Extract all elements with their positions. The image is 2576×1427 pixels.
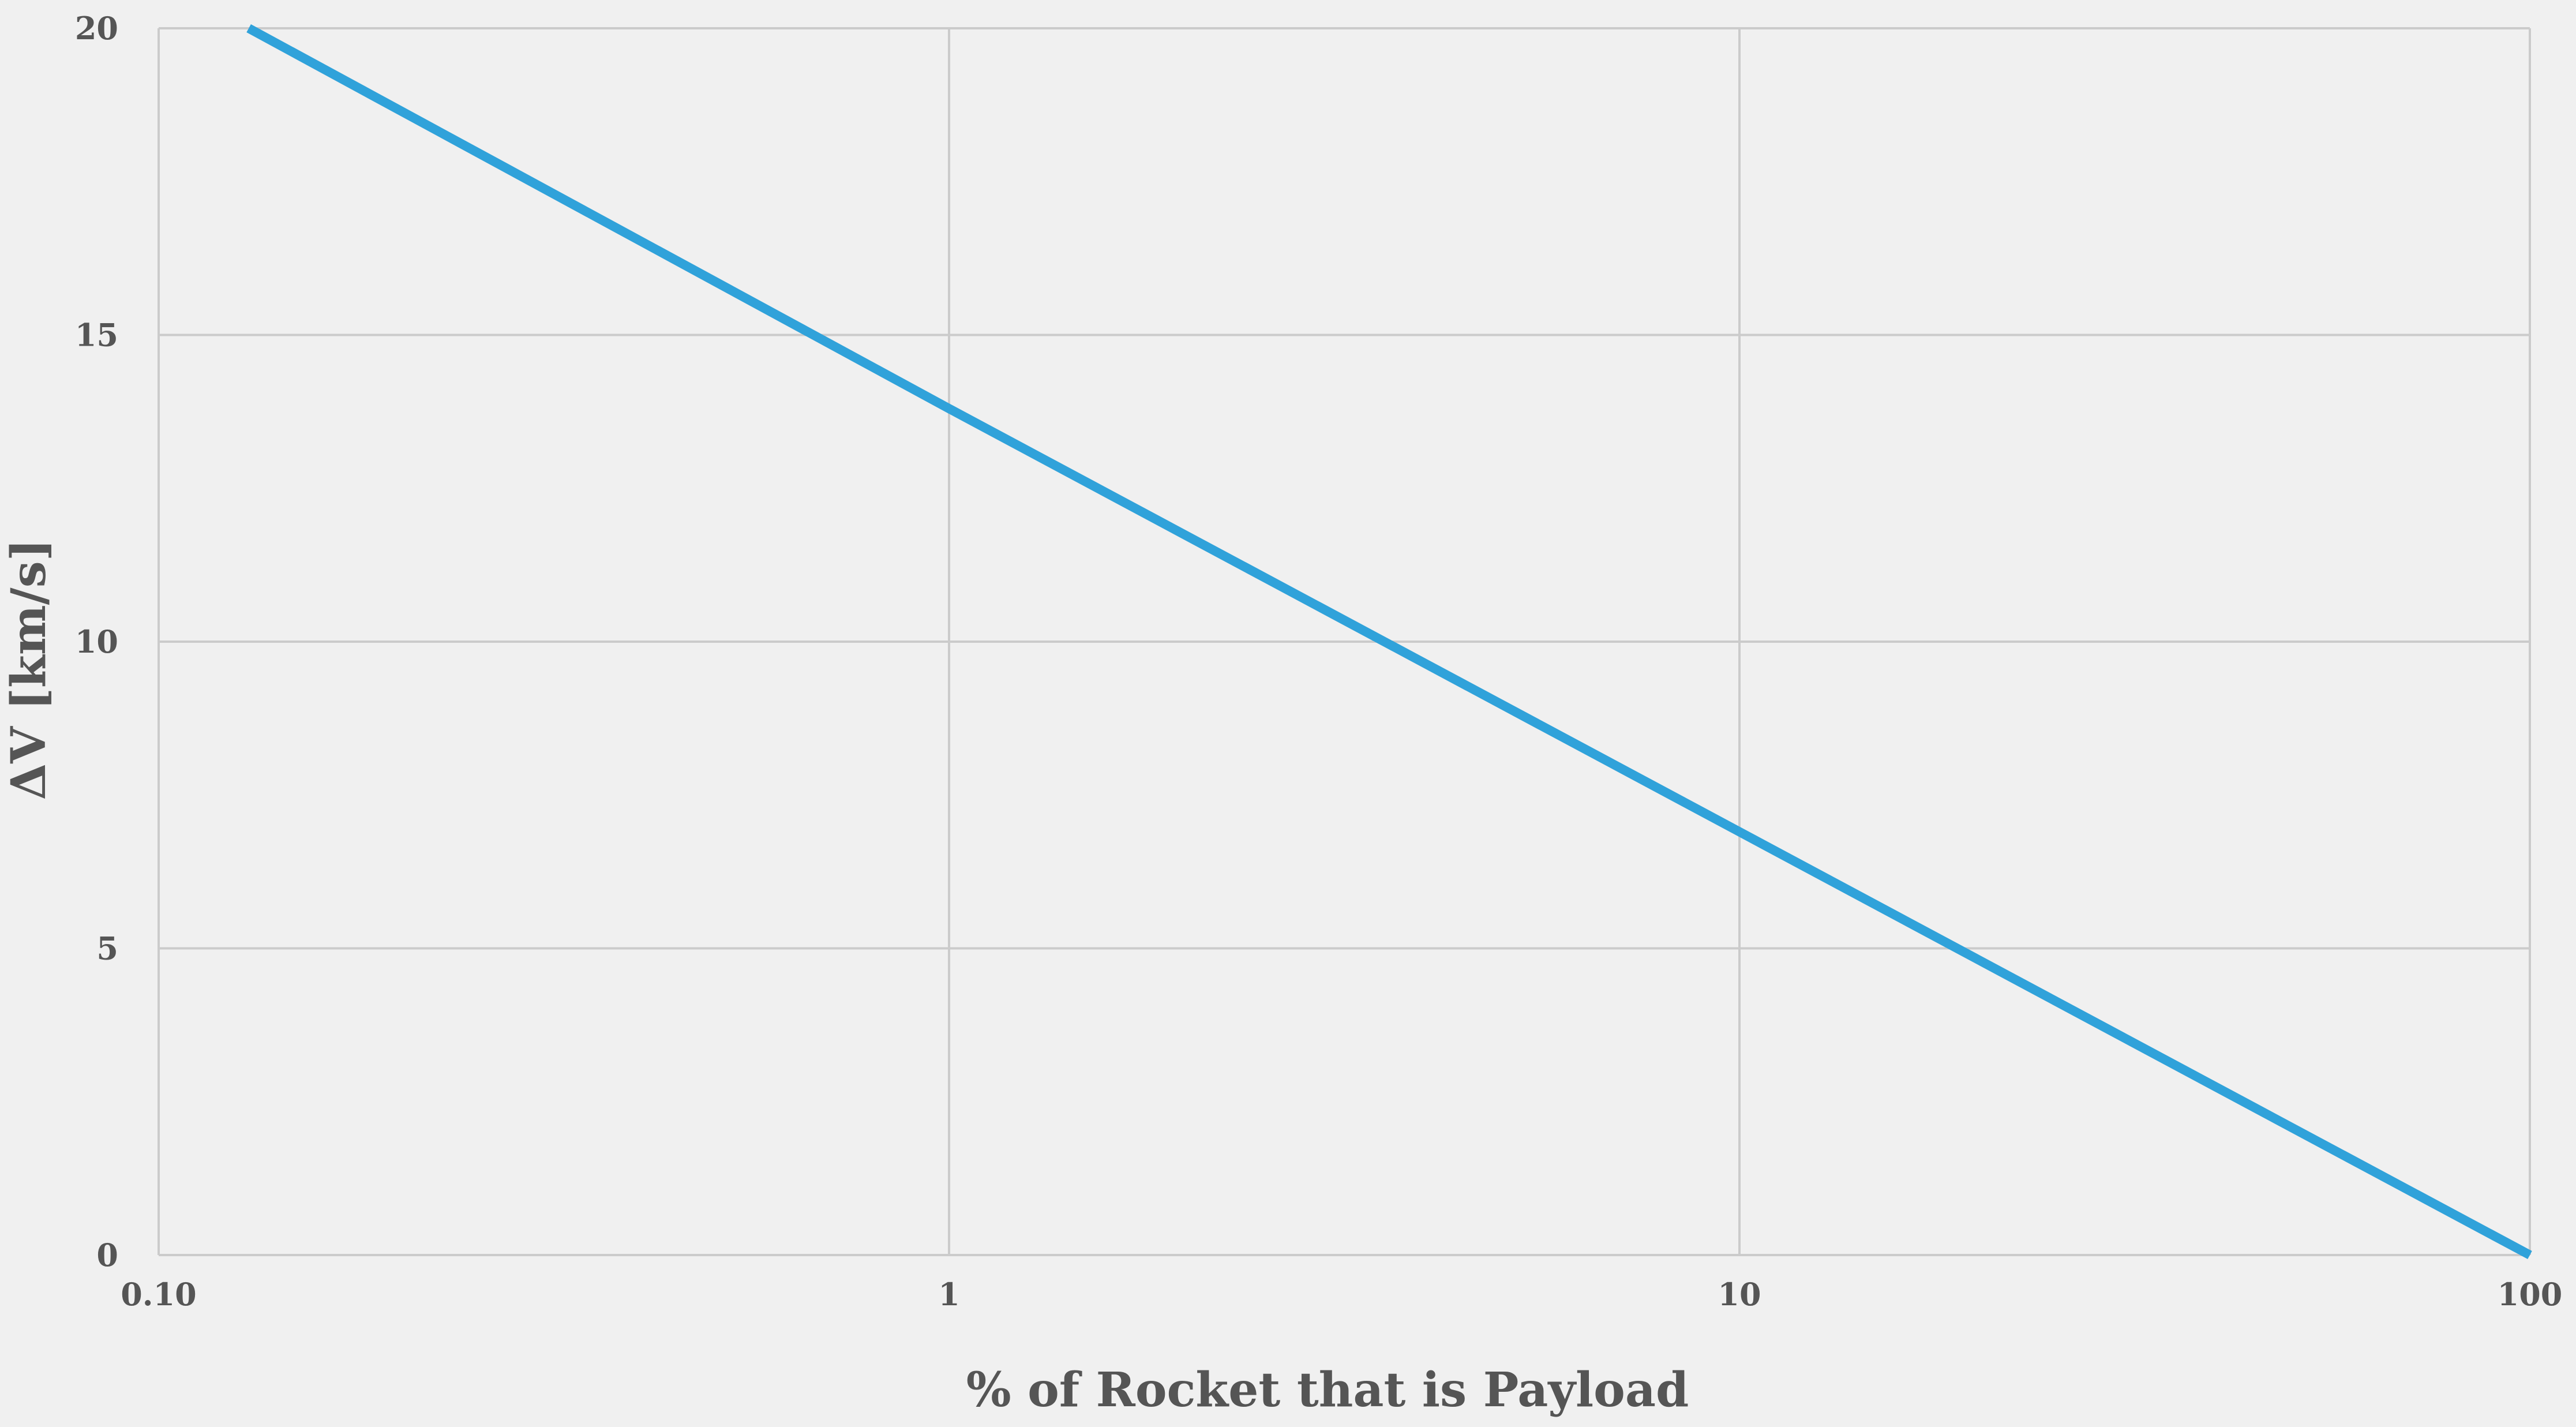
x-tick-label: 100 xyxy=(2498,1276,2563,1313)
x-tick-label: 0.10 xyxy=(121,1276,197,1313)
x-tick-label: 10 xyxy=(1718,1276,1761,1313)
y-axis-title: ΔV [km/s] xyxy=(1,538,57,800)
y-tick-label: 5 xyxy=(96,930,118,967)
series-group xyxy=(246,24,2532,1260)
x-axis-title: % of Rocket that is Payload xyxy=(966,1362,1689,1418)
tick-labels: 0 5 10 15 20 0.10 1 10 100 xyxy=(75,10,2563,1313)
y-tick-label: 10 xyxy=(75,623,118,660)
gridlines xyxy=(158,27,2531,1256)
y-tick-label: 20 xyxy=(75,10,118,47)
series-line xyxy=(246,24,2532,1260)
x-tick-label: 1 xyxy=(938,1276,960,1313)
y-tick-label: 0 xyxy=(96,1237,118,1274)
y-tick-label: 15 xyxy=(75,317,118,354)
